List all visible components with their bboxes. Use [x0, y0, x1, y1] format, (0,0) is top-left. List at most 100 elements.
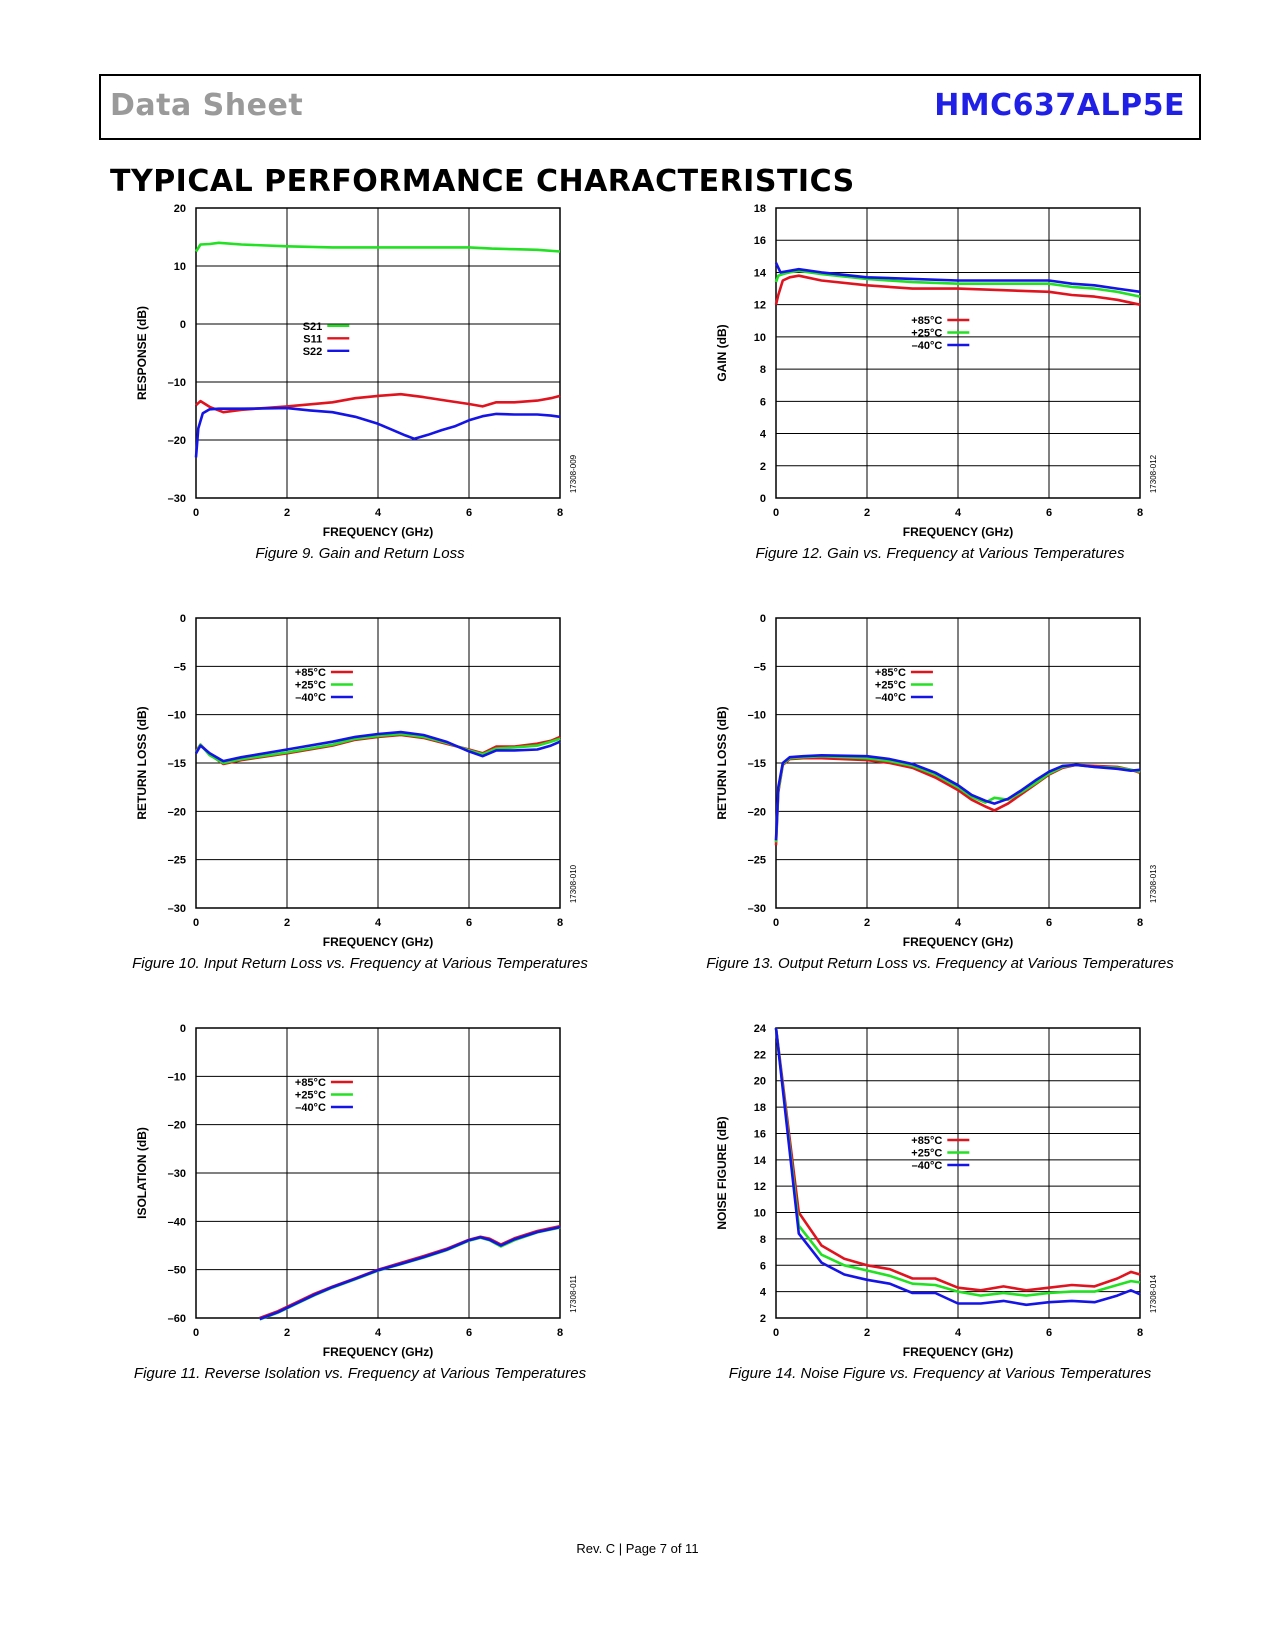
y-tick-label: –5 — [174, 661, 186, 673]
x-tick-label: 4 — [375, 1327, 382, 1339]
x-tick-label: 6 — [466, 507, 472, 519]
y-axis-label: GAIN (dB) — [715, 324, 729, 381]
figure-code: 17308-009 — [569, 454, 578, 493]
y-tick-label: 12 — [754, 1181, 766, 1193]
legend-label: –40°C — [295, 1102, 326, 1114]
x-axis-label: FREQUENCY (GHz) — [323, 525, 433, 539]
caption-fig12: Figure 12. Gain vs. Frequency at Various… — [755, 545, 1125, 562]
y-tick-label: –20 — [168, 1120, 186, 1132]
y-tick-label: –10 — [748, 710, 766, 722]
y-tick-label: 14 — [754, 1155, 767, 1167]
header-frame — [99, 74, 1201, 140]
y-tick-label: 16 — [754, 235, 766, 247]
y-tick-label: –30 — [168, 493, 186, 505]
y-tick-label: 0 — [760, 493, 766, 505]
legend-label: +85°C — [295, 1077, 326, 1089]
y-tick-label: 6 — [760, 1260, 766, 1272]
y-tick-label: 4 — [760, 429, 767, 441]
y-tick-label: –50 — [168, 1265, 186, 1277]
y-axis-label: RETURN LOSS (dB) — [135, 706, 149, 819]
chart-gain-vs-temperature: 0 2 4 6 8 0 2 4 6 8 10 12 14 16 18 FREQUENCY (GHz) GAIN … — [715, 203, 1158, 539]
x-tick-label: 0 — [773, 917, 779, 929]
y-tick-label: 0 — [180, 613, 186, 625]
caption-fig10: Figure 10. Input Return Loss vs. Frequen… — [132, 955, 588, 972]
figure-code: 17308-014 — [1149, 1274, 1158, 1313]
y-tick-label: –25 — [168, 855, 186, 867]
y-axis-label: NOISE FIGURE (dB) — [715, 1116, 729, 1229]
legend-label: +25°C — [875, 680, 906, 692]
legend-label: –40°C — [295, 692, 326, 704]
x-tick-label: 8 — [1137, 1327, 1143, 1339]
x-tick-label: 8 — [1137, 507, 1143, 519]
x-tick-label: 2 — [284, 1327, 290, 1339]
series-line-red — [774, 1027, 1141, 1292]
series-line-blue — [774, 1027, 1141, 1307]
y-tick-label: –15 — [748, 758, 766, 770]
x-tick-label: 0 — [193, 507, 199, 519]
x-tick-label: 8 — [557, 1327, 563, 1339]
y-tick-label: 20 — [174, 203, 186, 215]
series-line-red — [774, 274, 1141, 306]
series-line-green — [774, 1027, 1141, 1297]
caption-fig14: Figure 14. Noise Figure vs. Frequency at… — [728, 1365, 1152, 1382]
y-tick-label: 0 — [760, 613, 766, 625]
y-tick-label: –5 — [754, 661, 766, 673]
legend-label: +25°C — [911, 1148, 942, 1160]
chart-reverse-isolation: 0 2 4 6 8 –60 –50 –40 –30 –20 –10 0 FREQUENCY (GHz) I… — [135, 1023, 578, 1359]
x-tick-label: 6 — [1046, 1327, 1052, 1339]
x-tick-label: 6 — [1046, 917, 1052, 929]
series-line-blue — [774, 262, 1141, 294]
y-tick-label: 14 — [754, 267, 767, 279]
x-tick-label: 0 — [773, 507, 779, 519]
y-axis-label: RESPONSE (dB) — [135, 306, 149, 400]
y-tick-label: 18 — [754, 1102, 766, 1114]
x-tick-label: 6 — [466, 1327, 472, 1339]
plot-frame — [195, 1027, 561, 1319]
x-tick-label: 8 — [557, 917, 563, 929]
x-tick-label: 4 — [955, 1327, 962, 1339]
caption-fig11: Figure 11. Reverse Isolation vs. Frequen… — [133, 1365, 587, 1382]
legend-label: +85°C — [875, 667, 906, 679]
series-line-green — [259, 1226, 561, 1321]
x-tick-label: 8 — [1137, 917, 1143, 929]
series-line-red — [195, 392, 561, 414]
y-tick-label: 10 — [754, 1208, 766, 1220]
series-line-blue — [774, 754, 1141, 841]
x-tick-label: 0 — [193, 917, 199, 929]
y-tick-label: 10 — [174, 261, 186, 273]
y-axis-label: RETURN LOSS (dB) — [715, 706, 729, 819]
x-tick-label: 2 — [864, 917, 870, 929]
series-line-blue — [194, 730, 561, 763]
y-tick-label: 0 — [180, 319, 186, 331]
legend-label: S22 — [303, 346, 323, 358]
chart-output-return-loss: 0 2 4 6 8 –30 –25 –20 –15 –10 –5 0 FREQUENCY (GHz) RE… — [715, 613, 1158, 949]
series-line-blue — [259, 1225, 561, 1321]
figure-code: 17308-012 — [1149, 454, 1158, 493]
x-tick-label: 4 — [955, 917, 962, 929]
y-tick-label: –20 — [168, 435, 186, 447]
y-tick-label: 0 — [180, 1023, 186, 1035]
legend-label: +25°C — [295, 1090, 326, 1102]
y-axis-label: ISOLATION (dB) — [135, 1127, 149, 1219]
legend-label: –40°C — [912, 340, 943, 352]
legend-label: +85°C — [295, 667, 326, 679]
x-axis-label: FREQUENCY (GHz) — [903, 1345, 1013, 1359]
y-tick-label: 10 — [754, 332, 766, 344]
x-tick-label: 2 — [284, 507, 290, 519]
section-title: TYPICAL PERFORMANCE CHARACTERISTICS — [110, 164, 855, 199]
y-tick-label: 4 — [760, 1287, 767, 1299]
figure-code: 17308-010 — [569, 864, 578, 903]
x-tick-label: 4 — [375, 507, 382, 519]
y-tick-label: 6 — [760, 396, 766, 408]
x-tick-label: 4 — [375, 917, 382, 929]
y-tick-label: –60 — [168, 1313, 186, 1325]
x-axis-label: FREQUENCY (GHz) — [323, 1345, 433, 1359]
legend-label: –40°C — [875, 692, 906, 704]
legend-label: S11 — [303, 333, 322, 345]
legend-label: +25°C — [911, 328, 942, 340]
plot-frame — [775, 617, 1141, 909]
y-tick-label: 24 — [754, 1023, 767, 1035]
y-tick-label: 8 — [760, 1234, 766, 1246]
x-tick-label: 2 — [284, 917, 290, 929]
